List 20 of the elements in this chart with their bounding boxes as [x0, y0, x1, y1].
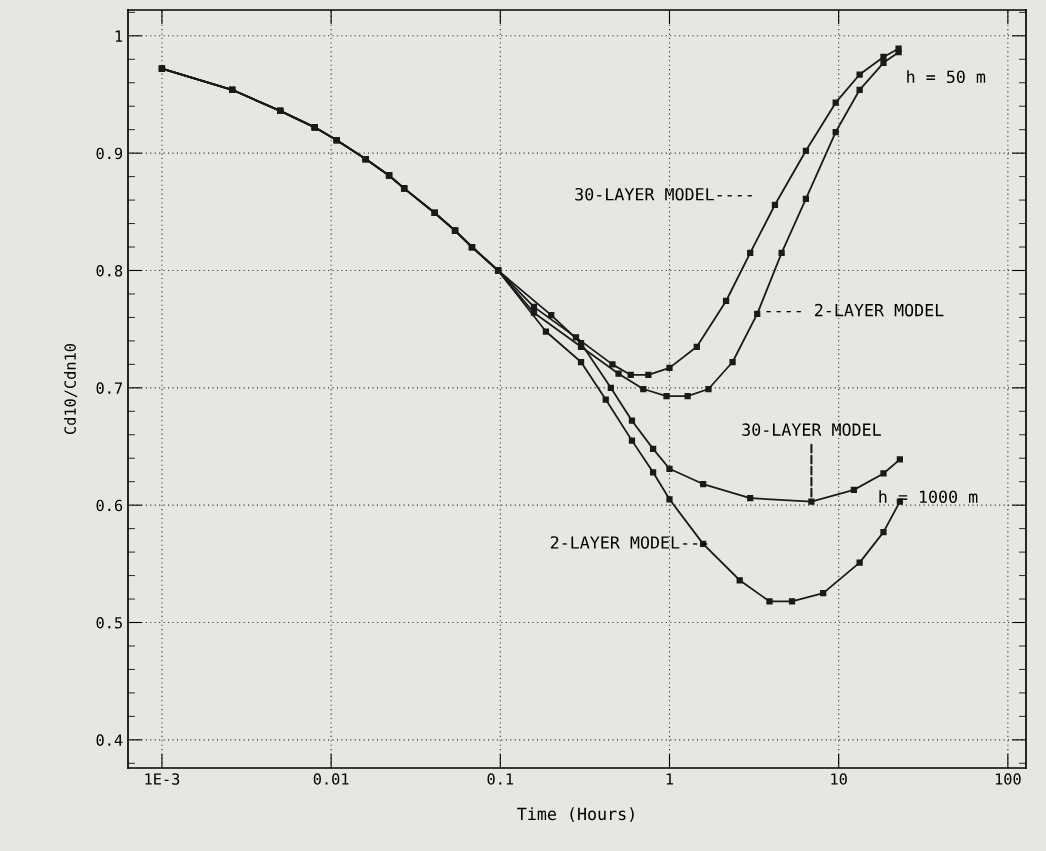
- x-tick-label: 1: [666, 773, 674, 785]
- y-tick-label: 0.5: [96, 617, 122, 629]
- annotation: h = 50 m: [907, 70, 986, 84]
- y-tick-label: 1: [115, 30, 123, 42]
- annotation: 30-LAYER MODEL----: [575, 187, 752, 201]
- annotation: h = 1000 m: [879, 490, 978, 504]
- y-tick-label: 0.9: [96, 147, 123, 160]
- y-tick-label: 0.6: [96, 499, 123, 512]
- y-tick-label: 0.4: [96, 734, 123, 746]
- annotation: ---- 2-LAYER MODEL: [766, 303, 944, 317]
- y-tick-label: 0.7: [96, 382, 122, 394]
- y-tick-label: 0.8: [96, 265, 123, 277]
- x-axis-title: Time (Hours): [517, 807, 634, 823]
- x-tick-label: 0.01: [313, 773, 349, 785]
- x-tick-label: 100: [995, 773, 1021, 785]
- x-tick-label: 0.1: [487, 773, 514, 785]
- annotation: 30-LAYER MODEL: [742, 423, 881, 436]
- x-tick-label: 10: [831, 773, 847, 785]
- x-tick-label: 1E-3: [145, 773, 180, 785]
- y-axis-title: Cd10/Cdn10: [64, 344, 78, 434]
